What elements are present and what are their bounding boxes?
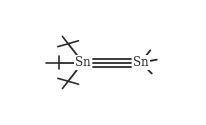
- Text: Sn: Sn: [132, 56, 148, 69]
- Text: Sn: Sn: [75, 56, 90, 69]
